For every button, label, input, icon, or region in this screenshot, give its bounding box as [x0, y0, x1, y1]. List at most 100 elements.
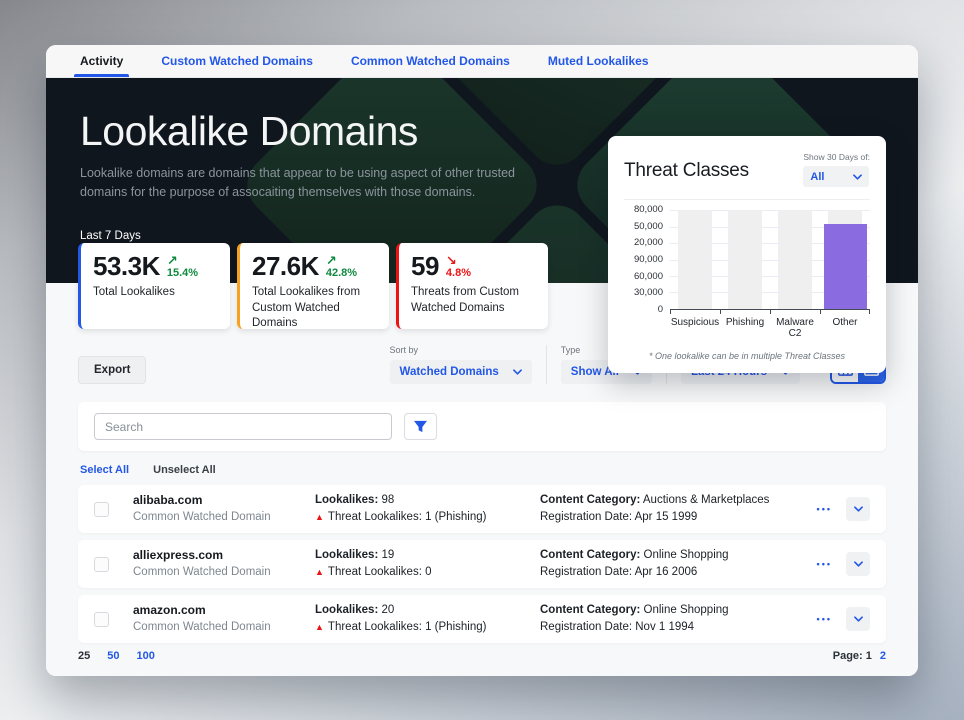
chart-footnote: * One lookalike can be in multiple Threa…: [648, 351, 846, 361]
content-area: Threat Classes Show 30 Days of: All 80,0…: [46, 136, 918, 676]
export-button[interactable]: Export: [78, 356, 147, 384]
tab-activity[interactable]: Activity: [73, 45, 130, 77]
chart-x-axis: Suspicious Phishing Malware C2 Other: [670, 317, 870, 339]
divider: [624, 199, 870, 200]
page-2-link[interactable]: 2: [879, 650, 886, 662]
chart-y-axis: 80,000 50,000 20,000 90,000 60,000 30,00…: [633, 204, 663, 315]
stat-label: Total Lookalikes: [93, 286, 175, 299]
x-label-other: Other: [832, 317, 858, 328]
page-size-100[interactable]: 100: [136, 650, 155, 662]
period-label: Last 7 Days: [80, 229, 141, 242]
row-checkbox[interactable]: [94, 611, 109, 627]
sort-by-label: Sort by: [389, 345, 419, 355]
category-label: Content Category:: [540, 493, 641, 506]
table-row-alibaba: alibaba.com Common Watched Domain Lookal…: [78, 485, 886, 533]
bar-malware-c2: [770, 210, 820, 309]
warning-icon: ▲: [315, 512, 324, 522]
filter-button[interactable]: [404, 413, 437, 440]
category-value: Online Shopping: [643, 603, 729, 616]
bar-phishing: [720, 210, 770, 309]
x-label-phishing: Phishing: [725, 317, 765, 328]
domain-type: Common Watched Domain: [133, 511, 271, 524]
sort-by-group: Sort by Watched Domains: [376, 345, 546, 384]
type-label: Type: [560, 345, 581, 355]
trend-up-icon: ↗: [325, 253, 337, 268]
row-menu-button[interactable]: •••: [816, 559, 832, 569]
threat-classes-card: Threat Classes Show 30 Days of: All 80,0…: [608, 136, 886, 373]
row-expand-button[interactable]: [846, 497, 870, 521]
select-all-link[interactable]: Select All: [80, 464, 130, 476]
lookalikes-value: 19: [381, 548, 395, 561]
chart-plot-area: [670, 210, 870, 310]
chart-title: Threat Classes: [624, 160, 749, 181]
warning-icon: ▲: [315, 567, 324, 577]
stat-value: 27.6K: [252, 251, 319, 281]
bar-suspicious: [670, 210, 720, 309]
domain-name: alibaba.com: [133, 492, 203, 507]
stat-total-lookalikes: 53.3K ↗ 15.4% Total Lookalikes: [78, 243, 230, 329]
threat-label: Threat Lookalikes:: [327, 621, 422, 633]
row-menu-button[interactable]: •••: [816, 614, 832, 624]
table-row-alliexpress: alliexpress.com Common Watched Domain Lo…: [78, 540, 886, 588]
category-label: Content Category:: [540, 603, 641, 616]
registration-value: Apr 16 2006: [634, 566, 698, 578]
row-checkbox[interactable]: [94, 556, 109, 572]
tab-bar: Activity Custom Watched Domains Common W…: [46, 45, 918, 78]
page-size-25[interactable]: 25: [78, 650, 91, 662]
table-row-amazon: amazon.com Common Watched Domain Lookali…: [78, 595, 886, 643]
domain-name: amazon.com: [133, 602, 206, 617]
registration-value: Apr 15 1999: [634, 511, 698, 523]
row-menu-button[interactable]: •••: [816, 504, 832, 514]
domain-type: Common Watched Domain: [133, 621, 271, 634]
x-label-malware-c2: Malware C2: [776, 317, 814, 339]
threat-class-select-value: All: [810, 170, 825, 183]
threat-label: Threat Lookalikes:: [327, 511, 422, 523]
tab-muted-lookalikes[interactable]: Muted Lookalikes: [547, 54, 649, 68]
threat-class-select[interactable]: All: [803, 166, 870, 187]
row-expand-button[interactable]: [846, 607, 870, 631]
tab-common-watched-domains[interactable]: Common Watched Domains: [350, 54, 510, 68]
search-bar: [78, 402, 886, 451]
trend-up-icon: ↗: [166, 253, 178, 268]
threat-value: 1 (Phishing): [425, 621, 487, 633]
search-input[interactable]: [94, 413, 392, 440]
type-value: Show All: [570, 366, 619, 378]
stat-custom-lookalikes: 27.6K ↗ 42.8% Total Lookalikes from Cust…: [237, 243, 389, 329]
stat-delta: 4.8%: [445, 267, 471, 279]
registration-label: Registration Date:: [540, 621, 633, 633]
chevron-down-icon: [513, 369, 522, 375]
pagination: 25 50 100 Page: 1 2: [78, 650, 886, 662]
tab-custom-watched-domains[interactable]: Custom Watched Domains: [161, 54, 313, 68]
stat-delta: 42.8%: [325, 267, 358, 279]
stat-value: 53.3K: [93, 251, 160, 281]
chevron-down-icon: [854, 506, 863, 512]
lookalikes-label: Lookalikes:: [315, 548, 379, 561]
page-title: Lookalike Domains: [80, 108, 418, 154]
stat-label: Threats from Custom Watched Domains: [411, 286, 519, 314]
page-size-50[interactable]: 50: [107, 650, 120, 662]
lookalikes-label: Lookalikes:: [315, 603, 379, 616]
warning-icon: ▲: [315, 622, 324, 632]
unselect-all-link[interactable]: Unselect All: [153, 464, 216, 476]
row-expand-button[interactable]: [846, 552, 870, 576]
threat-value: 1 (Phishing): [425, 511, 487, 523]
category-value: Auctions & Marketplaces: [642, 493, 770, 506]
stats-row: 53.3K ↗ 15.4% Total Lookalikes 27.6K ↗ 4…: [78, 243, 886, 329]
registration-label: Registration Date:: [540, 511, 633, 523]
lookalikes-value: 20: [381, 603, 395, 616]
x-label-suspicious: Suspicious: [670, 317, 720, 328]
row-checkbox[interactable]: [94, 501, 109, 517]
lookalikes-value: 98: [381, 493, 395, 506]
registration-label: Registration Date:: [540, 566, 633, 578]
lookalikes-label: Lookalikes:: [315, 493, 379, 506]
threat-label: Threat Lookalikes:: [327, 566, 422, 578]
stat-value: 59: [411, 251, 439, 281]
bar-chart: 80,000 50,000 20,000 90,000 60,000 30,00…: [624, 204, 870, 315]
chevron-down-icon: [854, 616, 863, 622]
filter-icon: [413, 420, 428, 433]
sort-by-value: Watched Domains: [399, 366, 499, 378]
bar-other: [820, 210, 870, 309]
selection-controls: Select All Unselect All: [80, 464, 884, 476]
sort-by-select[interactable]: Watched Domains: [389, 360, 532, 384]
chevron-down-icon: [854, 561, 863, 567]
